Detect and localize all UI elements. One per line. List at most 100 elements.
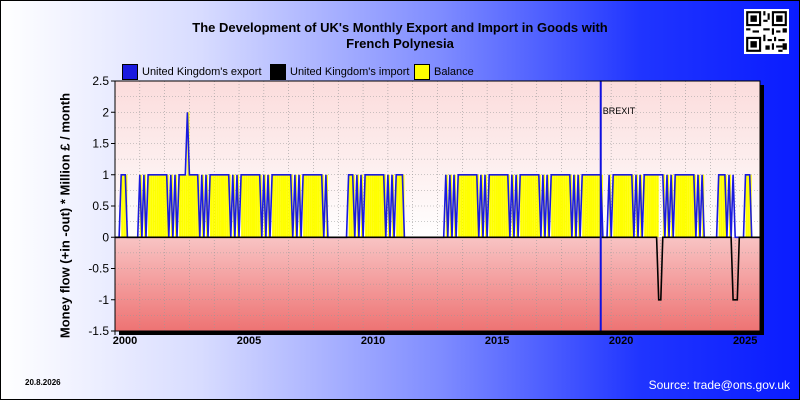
- balance-bar: [621, 174, 624, 238]
- balance-bar: [689, 174, 692, 238]
- legend-label-export: United Kingdom's export: [142, 66, 262, 78]
- balance-bar: [722, 174, 725, 238]
- balance-bar: [534, 174, 537, 238]
- balance-bar: [212, 174, 215, 238]
- balance-bar: [154, 174, 157, 238]
- balance-bar: [675, 174, 678, 238]
- balance-bar: [284, 174, 287, 238]
- balance-bar: [553, 174, 556, 238]
- balance-bar: [617, 174, 620, 238]
- balance-bar: [559, 174, 562, 238]
- balance-bar: [158, 174, 161, 238]
- y-tick-label: 0: [102, 230, 109, 244]
- balance-bar: [747, 174, 750, 238]
- balance-bar: [592, 174, 595, 238]
- y-tick-label: -1: [98, 293, 109, 307]
- balance-bar: [398, 174, 401, 238]
- balance-bar: [191, 174, 194, 238]
- balance-bar: [162, 174, 165, 238]
- balance-bar: [282, 174, 285, 238]
- balance-bar: [218, 174, 221, 238]
- balance-bar: [644, 174, 647, 238]
- balance-bar: [181, 174, 184, 238]
- balance-bar: [274, 174, 277, 238]
- balance-bar: [121, 174, 124, 238]
- balance-bar: [458, 174, 461, 238]
- balance-bar: [613, 174, 616, 238]
- source-label: Source: trade@ons.gov.uk: [648, 378, 790, 392]
- balance-bar: [623, 174, 626, 238]
- chart-title-line-1: The Development of UK's Monthly Export a…: [192, 20, 608, 35]
- balance-bar: [654, 174, 657, 238]
- balance-bar: [629, 174, 632, 238]
- balance-bar: [565, 174, 568, 238]
- balance-bar: [305, 174, 308, 238]
- balance-bar: [276, 174, 279, 238]
- balance-bar: [183, 174, 186, 238]
- balance-bar: [193, 174, 196, 238]
- balance-bar: [470, 174, 473, 238]
- balance-bar: [652, 174, 655, 238]
- balance-bar: [532, 174, 535, 238]
- x-tick-label: 2020: [609, 335, 633, 347]
- balance-bar: [319, 174, 322, 238]
- y-tick-label: 0.5: [92, 199, 109, 213]
- balance-bar: [226, 174, 229, 238]
- x-tick-label: 2000: [113, 335, 137, 347]
- balance-bar: [472, 174, 475, 238]
- balance-bar: [520, 174, 523, 238]
- balance-bar: [367, 174, 370, 238]
- balance-bar: [311, 174, 314, 238]
- balance-bar: [371, 174, 374, 238]
- balance-bar: [681, 174, 684, 238]
- balance-bar: [243, 174, 246, 238]
- balance-bar: [307, 174, 310, 238]
- balance-bar: [646, 174, 649, 238]
- balance-bar: [555, 174, 558, 238]
- balance-bar: [278, 174, 281, 238]
- balance-bar: [303, 174, 306, 238]
- y-tick-label: 2: [102, 105, 109, 119]
- balance-bar: [474, 174, 477, 238]
- balance-bar: [156, 174, 159, 238]
- balance-bar: [249, 174, 252, 238]
- y-tick-label: -0.5: [88, 262, 109, 276]
- balance-bar: [185, 174, 188, 238]
- balance-bar: [493, 174, 496, 238]
- balance-bar: [350, 174, 353, 238]
- balance-bar: [251, 174, 254, 238]
- balance-bar: [148, 174, 151, 238]
- y-tick-label: -1.5: [88, 324, 109, 338]
- import-line: [115, 236, 760, 301]
- balance-bar: [596, 174, 599, 238]
- balance-bar: [551, 174, 554, 238]
- balance-bar: [501, 174, 504, 238]
- balance-bar: [272, 174, 275, 238]
- legend-swatch-balance: [414, 64, 430, 80]
- balance-bar: [503, 174, 506, 238]
- balance-bar: [495, 174, 498, 238]
- balance-bar: [164, 174, 167, 238]
- balance-bar: [245, 174, 248, 238]
- balance-bar: [214, 174, 217, 238]
- balance-bar: [220, 174, 223, 238]
- balance-bar: [288, 174, 291, 238]
- legend-swatch-export: [122, 64, 138, 80]
- balance-bar: [505, 174, 508, 238]
- balance-bar: [369, 174, 372, 238]
- balance-bar: [216, 174, 219, 238]
- balance-bar: [317, 174, 320, 238]
- balance-bar: [224, 174, 227, 238]
- balance-bar: [222, 174, 225, 238]
- balance-bar: [286, 174, 289, 238]
- plot-shadow-bottom: [119, 331, 764, 335]
- balance-bar: [253, 174, 256, 238]
- balance-bar: [530, 174, 533, 238]
- balance-bar: [677, 174, 680, 238]
- balance-bar: [683, 174, 686, 238]
- balance-bar: [464, 174, 467, 238]
- balance-bar: [557, 174, 560, 238]
- chart-title: The Development of UK's Monthly Export a…: [100, 20, 700, 52]
- balance-bar: [584, 174, 587, 238]
- balance-bar: [315, 174, 318, 238]
